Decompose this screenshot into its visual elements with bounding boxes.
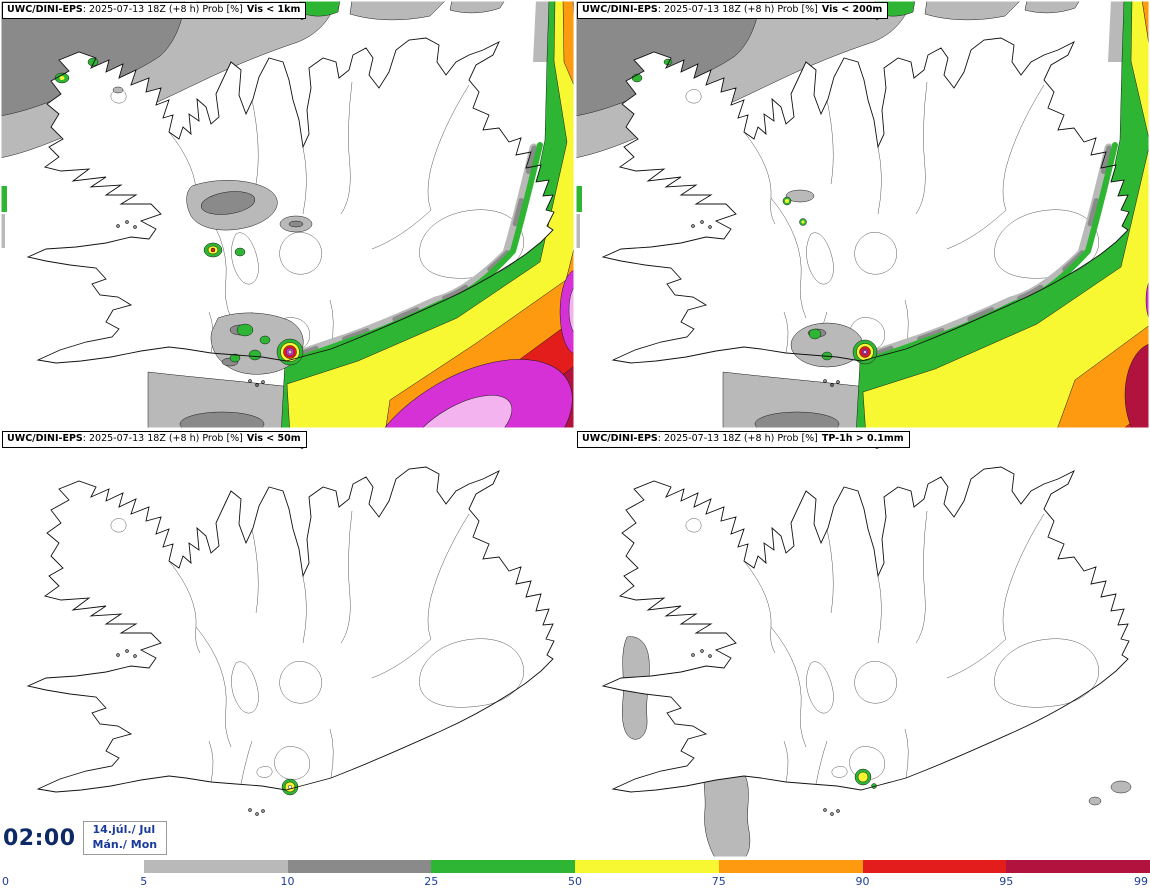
probability-bullseye [854,768,872,786]
model-name: UWC/DINI-EPS [582,4,658,15]
valid-time-clock: 02:00 [3,825,76,851]
panel-title: UWC/DINI-EPS: 2025-07-13 18Z (+8 h) Prob… [2,2,307,20]
run-info: : 2025-07-13 18Z (+8 h) Prob [%] [657,4,818,15]
panel-title: UWC/DINI-EPS: 2025-07-13 18Z (+8 h) Prob… [2,431,307,449]
colorbar-tick: 5 [140,875,148,888]
colorbar-segment [143,860,288,873]
panel-title: UWC/DINI-EPS: 2025-07-13 18Z (+8 h) Prob… [577,2,889,20]
run-info: : 2025-07-13 18Z (+8 h) Prob [%] [82,433,243,444]
iceland-map-tp-1h [575,429,1150,858]
panel-vis-1km: UWC/DINI-EPS: 2025-07-13 18Z (+8 h) Prob… [0,0,575,429]
model-name: UWC/DINI-EPS [7,4,83,15]
colorbar-segment [431,860,575,873]
colorbar-tick-labels: 0 5 10 25 50 75 90 95 99 [0,875,1150,890]
valid-time: 02:00 14.júl./ Jul Mán./ Mon [3,821,168,855]
colorbar-tick: 25 [424,875,439,888]
valid-day-label: Mán./ Mon [92,838,158,852]
colorbar-tick: 50 [568,875,582,888]
land-probability-field [54,57,540,375]
forecast-grid: UWC/DINI-EPS: 2025-07-13 18Z (+8 h) Prob… [0,0,1150,858]
colorbar-tick: 75 [711,875,726,888]
colorbar-segment [575,860,719,873]
colorbar-segments [0,860,1150,873]
panel-vis-50m: UWC/DINI-EPS: 2025-07-13 18Z (+8 h) Prob… [0,429,575,858]
model-name: UWC/DINI-EPS [582,433,658,444]
threshold-label: Vis < 50m [246,433,301,444]
probability-bullseye [276,338,304,366]
panel-tp-1h: UWC/DINI-EPS: 2025-07-13 18Z (+8 h) Prob… [575,429,1150,858]
threshold-label: Vis < 200m [821,4,883,15]
colorbar-segment [862,860,1007,873]
colorbar-tick: 0 [2,875,9,888]
colorbar-tick: 10 [280,875,295,888]
model-name: UWC/DINI-EPS [7,433,83,444]
panel-title: UWC/DINI-EPS: 2025-07-13 18Z (+8 h) Prob… [577,431,910,449]
colorbar-segment [287,860,432,873]
threshold-label: Vis < 1km [246,4,301,15]
run-info: : 2025-07-13 18Z (+8 h) Prob [%] [657,433,818,444]
colorbar-tick: 99 [1134,875,1148,888]
valid-time-date: 14.júl./ Jul Mán./ Mon [82,821,168,855]
ocean-probability-field [575,0,1150,429]
colorbar-tick: 90 [855,875,870,888]
panel-vis-200m: UWC/DINI-EPS: 2025-07-13 18Z (+8 h) Prob… [575,0,1150,429]
valid-date-label: 14.júl./ Jul [92,823,156,837]
run-info: : 2025-07-13 18Z (+8 h) Prob [%] [82,4,243,15]
colorbar-segment [718,860,863,873]
iceland-map-vis-50m [0,429,575,858]
probability-colorbar: 0 5 10 25 50 75 90 95 99 [0,858,1150,891]
ocean-probability-field [0,0,575,429]
iceland-map-vis-1km [0,0,575,429]
colorbar-segment [1006,860,1150,873]
threshold-label: TP-1h > 0.1mm [821,433,904,444]
colorbar-segment [0,860,144,873]
colorbar-tick: 95 [999,875,1014,888]
iceland-map-vis-200m [575,0,1150,429]
